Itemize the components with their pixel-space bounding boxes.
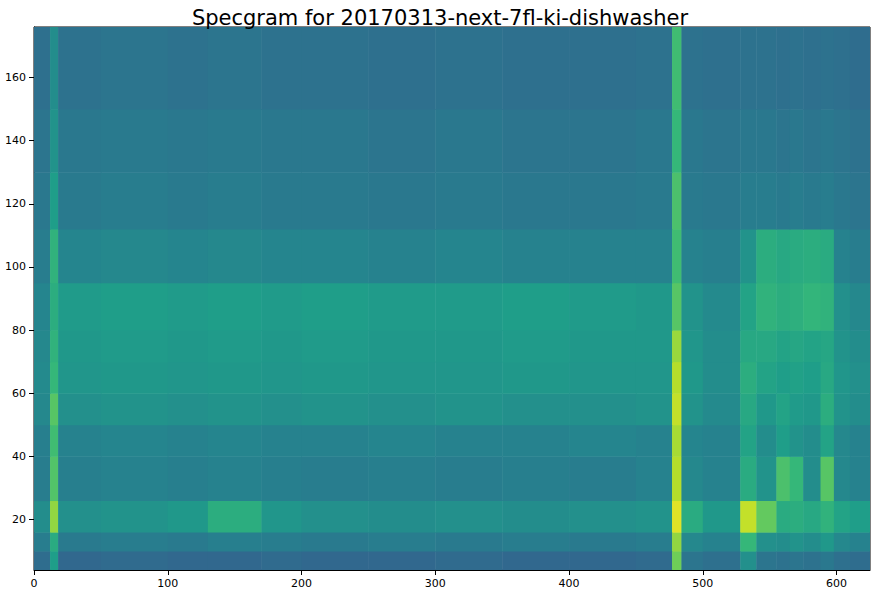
svg-text:0: 0 bbox=[31, 577, 38, 590]
svg-text:160: 160 bbox=[5, 71, 26, 84]
svg-text:600: 600 bbox=[826, 577, 847, 590]
svg-text:Specgram for 20170313-next-7fl: Specgram for 20170313-next-7fl-ki-dishwa… bbox=[192, 6, 689, 30]
svg-text:80: 80 bbox=[12, 324, 26, 337]
svg-text:120: 120 bbox=[5, 197, 26, 210]
svg-text:400: 400 bbox=[559, 577, 580, 590]
svg-text:100: 100 bbox=[157, 577, 178, 590]
svg-text:60: 60 bbox=[12, 387, 26, 400]
svg-text:200: 200 bbox=[291, 577, 312, 590]
svg-text:40: 40 bbox=[12, 450, 26, 463]
svg-text:140: 140 bbox=[5, 134, 26, 147]
svg-text:100: 100 bbox=[5, 260, 26, 273]
svg-text:500: 500 bbox=[692, 577, 713, 590]
svg-text:20: 20 bbox=[12, 513, 26, 526]
svg-text:300: 300 bbox=[425, 577, 446, 590]
